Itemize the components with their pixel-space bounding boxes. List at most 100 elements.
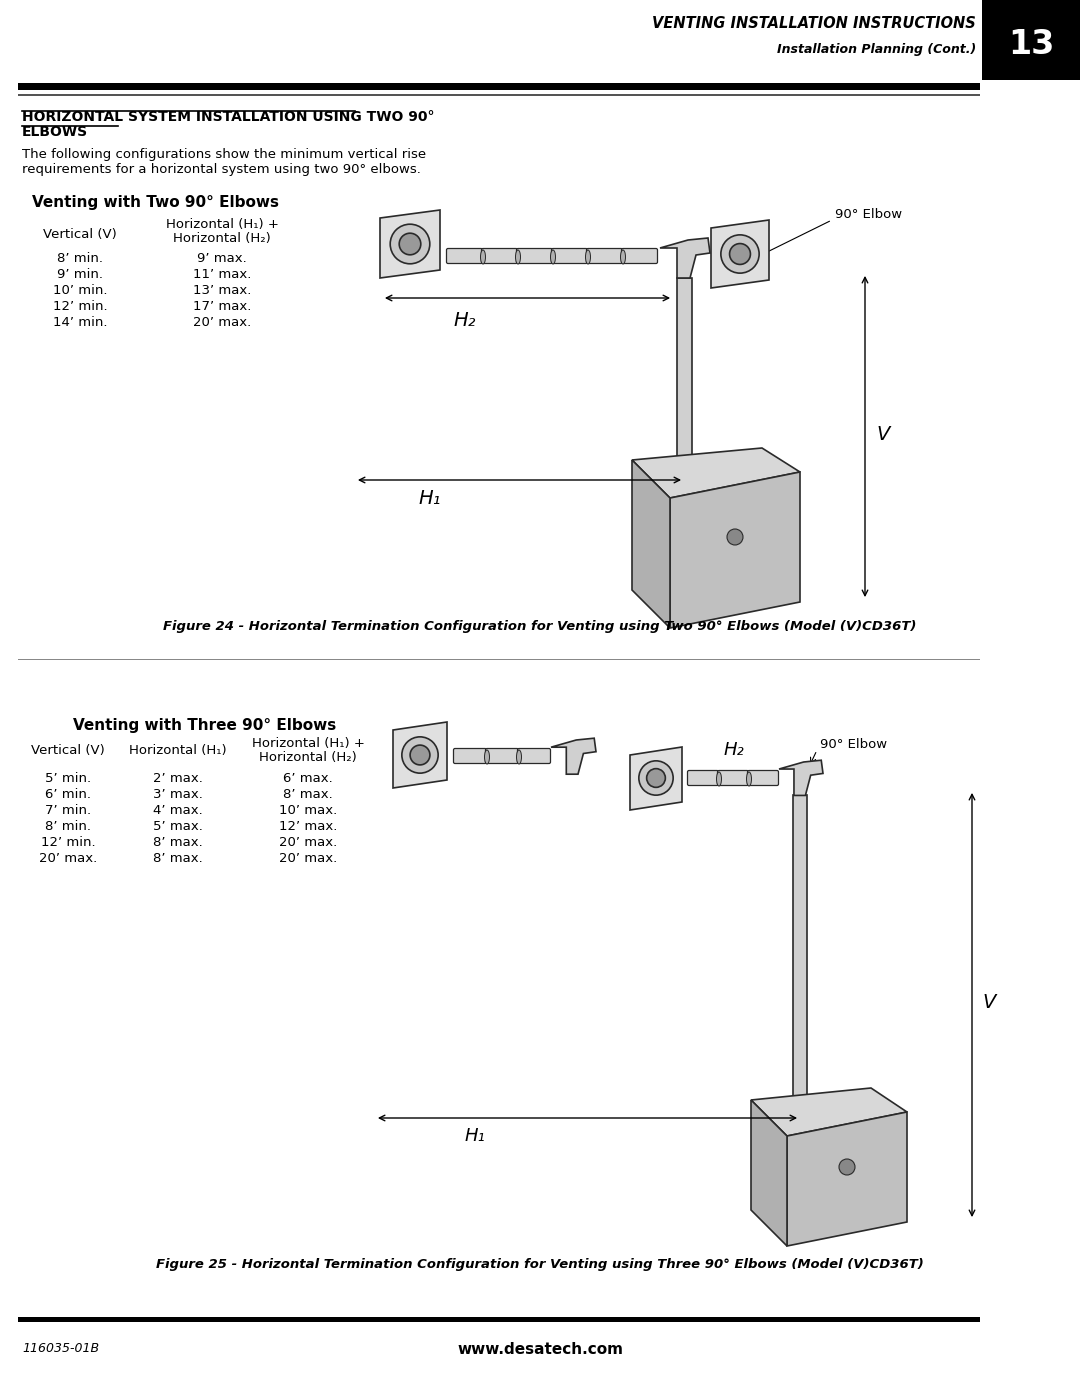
Text: 9’ min.: 9’ min. (57, 268, 103, 281)
Text: 116035-01B: 116035-01B (22, 1343, 99, 1355)
Polygon shape (787, 1112, 907, 1246)
Text: 5’ max.: 5’ max. (153, 820, 203, 833)
Text: 8’ max.: 8’ max. (283, 788, 333, 800)
Text: 13: 13 (1008, 28, 1054, 60)
Text: requirements for a horizontal system using two 90° elbows.: requirements for a horizontal system usi… (22, 163, 421, 176)
Text: 4’ max.: 4’ max. (153, 805, 203, 817)
FancyBboxPatch shape (747, 771, 779, 785)
Polygon shape (551, 738, 596, 774)
Text: 8’ max.: 8’ max. (153, 835, 203, 849)
Text: 13’ max.: 13’ max. (193, 284, 252, 298)
Text: Horizontal (H₂): Horizontal (H₂) (173, 232, 271, 244)
FancyBboxPatch shape (446, 249, 483, 264)
Polygon shape (660, 237, 710, 278)
Polygon shape (632, 448, 800, 497)
Circle shape (727, 529, 743, 545)
Text: Horizontal (H₂): Horizontal (H₂) (259, 752, 356, 764)
Bar (18, 658, 980, 659)
Circle shape (730, 243, 751, 264)
Text: Figure 25 - Horizontal Termination Configuration for Venting using Three 90° Elb: Figure 25 - Horizontal Termination Confi… (157, 1259, 923, 1271)
Ellipse shape (516, 750, 522, 764)
Text: Venting with Two 90° Elbows: Venting with Two 90° Elbows (31, 196, 279, 210)
Text: 90° Elbow: 90° Elbow (820, 739, 887, 752)
Ellipse shape (481, 250, 486, 264)
Text: 14’ min.: 14’ min. (53, 316, 107, 330)
Circle shape (839, 1160, 855, 1175)
Circle shape (390, 224, 430, 264)
Polygon shape (632, 460, 670, 629)
FancyBboxPatch shape (586, 249, 622, 264)
Text: 3’ max.: 3’ max. (153, 788, 203, 800)
Text: 12’ max.: 12’ max. (279, 820, 337, 833)
Polygon shape (779, 760, 823, 795)
Text: 12’ min.: 12’ min. (53, 300, 107, 313)
FancyBboxPatch shape (688, 771, 718, 785)
Polygon shape (751, 1088, 907, 1136)
Ellipse shape (621, 250, 625, 264)
FancyBboxPatch shape (454, 749, 486, 764)
Text: 20’ max.: 20’ max. (279, 852, 337, 865)
Ellipse shape (585, 250, 591, 264)
Bar (677, 278, 692, 460)
Ellipse shape (746, 773, 752, 787)
Text: H₂: H₂ (724, 740, 744, 759)
Text: Horizontal (H₁) +: Horizontal (H₁) + (252, 738, 364, 750)
FancyBboxPatch shape (482, 249, 517, 264)
Text: H₁: H₁ (419, 489, 442, 507)
Text: VENTING INSTALLATION INSTRUCTIONS: VENTING INSTALLATION INSTRUCTIONS (652, 17, 976, 32)
Text: Installation Planning (Cont.): Installation Planning (Cont.) (777, 43, 976, 56)
Text: Horizontal (H₁): Horizontal (H₁) (130, 745, 227, 757)
FancyBboxPatch shape (516, 249, 553, 264)
Text: H₁: H₁ (464, 1127, 485, 1146)
FancyBboxPatch shape (717, 771, 748, 785)
Text: 17’ max.: 17’ max. (193, 300, 252, 313)
Text: 20’ max.: 20’ max. (39, 852, 97, 865)
Text: www.desatech.com: www.desatech.com (457, 1343, 623, 1356)
Text: Venting with Three 90° Elbows: Venting with Three 90° Elbows (73, 718, 337, 733)
Text: 20’ max.: 20’ max. (193, 316, 252, 330)
Bar (18, 1317, 980, 1322)
Text: H₂: H₂ (454, 310, 476, 330)
Text: 9’ max.: 9’ max. (198, 251, 247, 265)
Text: 20’ max.: 20’ max. (279, 835, 337, 849)
Bar (18, 82, 980, 89)
Text: Vertical (V): Vertical (V) (31, 745, 105, 757)
Circle shape (647, 768, 665, 788)
Ellipse shape (551, 250, 555, 264)
Text: The following configurations show the minimum vertical rise: The following configurations show the mi… (22, 148, 427, 161)
Text: 12’ min.: 12’ min. (41, 835, 95, 849)
Text: Vertical (V): Vertical (V) (43, 228, 117, 242)
Text: V: V (876, 425, 890, 443)
Text: 10’ max.: 10’ max. (279, 805, 337, 817)
Polygon shape (380, 210, 440, 278)
Polygon shape (393, 722, 447, 788)
Text: 6’ max.: 6’ max. (283, 773, 333, 785)
Text: 8’ min.: 8’ min. (57, 251, 103, 265)
Polygon shape (670, 472, 800, 629)
Text: 2’ max.: 2’ max. (153, 773, 203, 785)
Ellipse shape (515, 250, 521, 264)
Bar (793, 795, 807, 1099)
Circle shape (402, 736, 438, 773)
Ellipse shape (716, 773, 721, 787)
Text: ELBOWS: ELBOWS (22, 124, 89, 138)
Polygon shape (751, 1099, 787, 1246)
Circle shape (400, 233, 421, 254)
FancyBboxPatch shape (552, 249, 588, 264)
Circle shape (410, 745, 430, 766)
Circle shape (720, 235, 759, 274)
Text: V: V (983, 992, 996, 1011)
Polygon shape (630, 747, 681, 810)
Polygon shape (711, 219, 769, 288)
Circle shape (639, 761, 673, 795)
Text: 5’ min.: 5’ min. (45, 773, 91, 785)
Bar (18, 94, 980, 96)
FancyBboxPatch shape (517, 749, 551, 764)
Text: 8’ min.: 8’ min. (45, 820, 91, 833)
Bar (982, 0, 1080, 80)
Ellipse shape (485, 750, 489, 764)
FancyBboxPatch shape (486, 749, 518, 764)
Text: 90° Elbow: 90° Elbow (835, 208, 902, 222)
Text: 8’ max.: 8’ max. (153, 852, 203, 865)
Text: Horizontal (H₁) +: Horizontal (H₁) + (165, 218, 279, 231)
